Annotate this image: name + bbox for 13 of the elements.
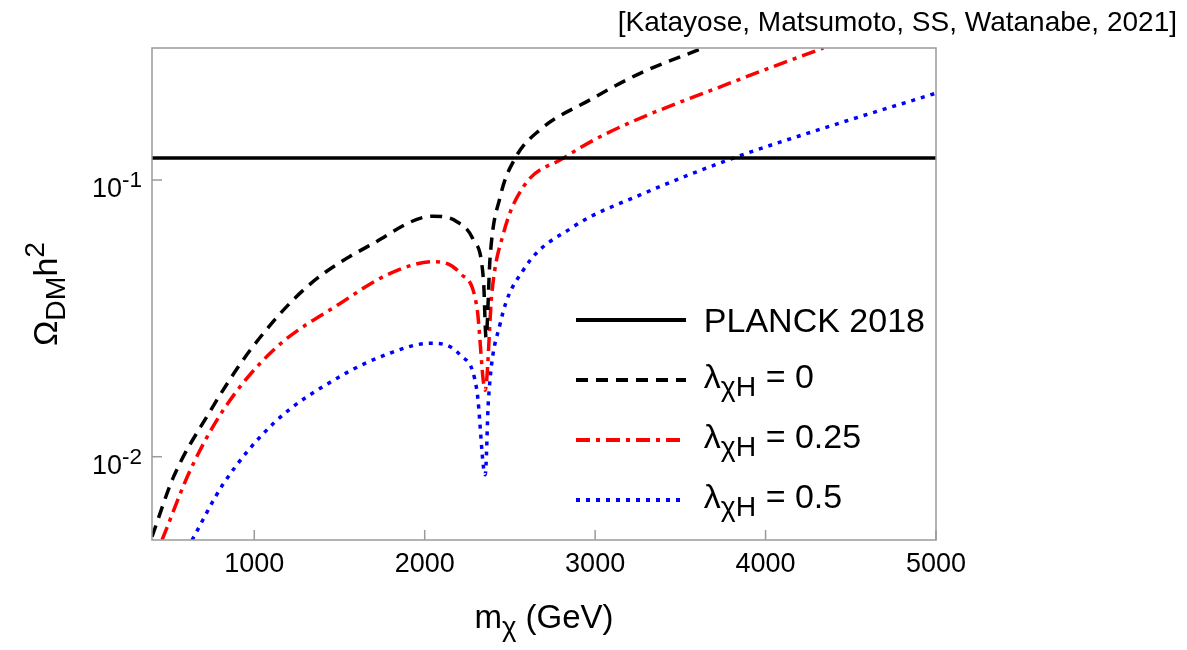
x-axis-title: m$_{χ}$ (GeV) [473,598,615,643]
legend-label: λ$_{χH}$ = 0.25 [703,417,862,463]
x-tick-label: 2000 [394,547,455,578]
x-tick-label: 3000 [565,547,626,578]
x-tick-label: 4000 [735,547,796,578]
legend-label: PLANCK 2018 [703,300,925,340]
x-tick-label: 5000 [905,547,967,578]
x-tick-label: 1000 [224,547,285,578]
legend-label: λ$_{χH}$ = 0 [703,357,814,403]
legend-label: λ$_{χH}$ = 0.5 [703,477,843,523]
y-tick-label: 10$^{-1}$ [91,166,142,205]
text: [Katayose, Matsumoto, SS, Watanabe, 2021] [617,6,1177,38]
y-tick-label: 10$^{-2}$ [91,442,142,482]
